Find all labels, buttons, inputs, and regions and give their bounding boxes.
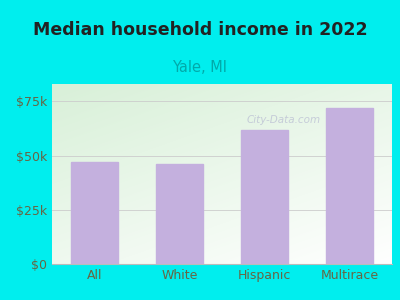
Bar bbox=[71, 162, 118, 264]
Text: Yale, MI: Yale, MI bbox=[172, 60, 228, 75]
Bar bbox=[326, 108, 373, 264]
Bar bbox=[156, 164, 203, 264]
Bar bbox=[241, 130, 288, 264]
Text: City-Data.com: City-Data.com bbox=[246, 115, 320, 125]
Text: Median household income in 2022: Median household income in 2022 bbox=[33, 21, 367, 39]
